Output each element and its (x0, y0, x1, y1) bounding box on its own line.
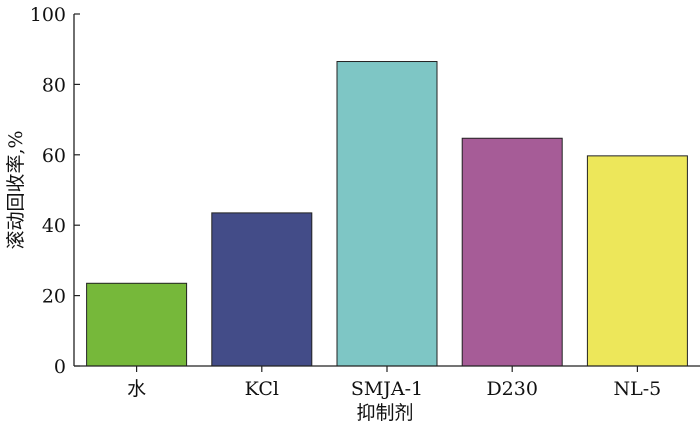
x-axis-title: 抑制剂 (356, 402, 413, 424)
bar-4 (461, 137, 563, 367)
ticks-group: 水 KCl SMJA-1 D230 NL-5 0 20 40 60 80 100 (30, 4, 662, 400)
y-tick-label-5: 100 (30, 4, 66, 26)
bar-2 (211, 212, 313, 367)
y-tick-label-0: 0 (54, 356, 66, 378)
y-tick-label-3: 60 (42, 145, 66, 167)
x-tick-label-4: D230 (486, 378, 538, 400)
y-tick-label-4: 80 (42, 74, 66, 96)
bar-3 (336, 61, 438, 367)
x-tick-label-5: NL-5 (614, 378, 662, 400)
y-tick-label-2: 40 (42, 215, 66, 237)
y-axis-title: 滚动回收率,% (5, 130, 27, 249)
bars-group (86, 61, 688, 367)
bar-5 (586, 155, 688, 367)
y-tick-label-1: 20 (42, 286, 66, 308)
x-tick-label-1: 水 (127, 378, 146, 400)
bar-1 (86, 282, 188, 367)
x-tick-label-2: KCl (245, 378, 279, 400)
x-tick-label-3: SMJA-1 (351, 378, 423, 400)
